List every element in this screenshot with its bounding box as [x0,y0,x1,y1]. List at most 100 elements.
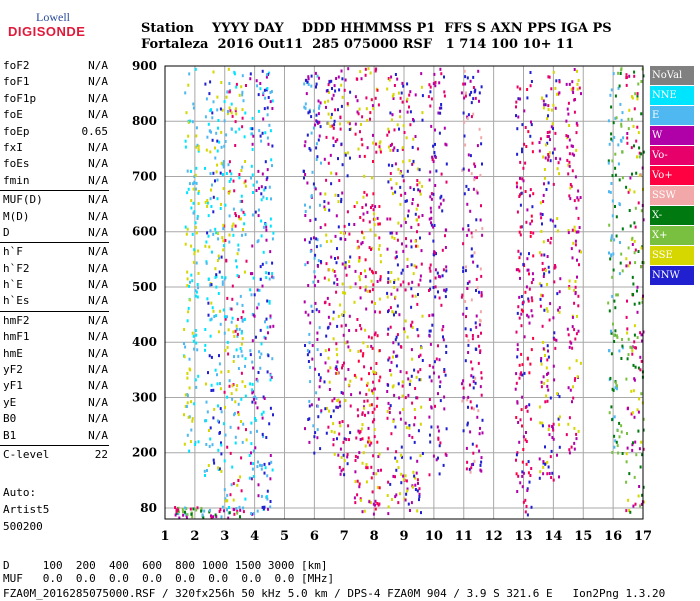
echo-point [607,119,610,123]
echo-point [324,407,327,411]
echo-point [259,134,262,138]
echo-point [365,466,368,470]
echo-point [440,303,443,307]
echo-point [611,139,614,143]
echo-point [541,268,544,272]
param-value: 0.65 [81,124,109,138]
echo-point [315,119,318,123]
echo-point [359,391,361,395]
echo-point [332,93,335,97]
param-label: fmin [3,173,30,187]
echo-point [417,370,420,374]
echo-point [379,260,382,264]
echo-point [620,124,623,128]
echo-point [633,415,636,419]
echo-point [304,238,306,242]
echo-point [359,272,362,275]
echo-point [257,214,260,218]
echo-point [348,232,351,236]
echo-point [215,231,218,235]
echo-point [259,328,262,332]
echo-point [435,252,437,256]
echo-point [547,153,550,156]
echo-point [518,316,521,320]
echo-point [368,246,371,250]
echo-point [568,279,571,283]
echo-point [375,150,378,154]
echo-point [444,234,446,238]
echo-point [328,302,331,306]
echo-point [387,145,390,149]
echo-point [434,155,437,159]
echo-point [225,172,228,175]
param-value: N/A [88,157,108,171]
echo-point [197,191,200,195]
echo-point [348,122,351,126]
echo-point [515,181,518,185]
echo-point [524,510,527,514]
divider [0,444,109,446]
echo-point [642,261,645,265]
legend-item-noval: NoVal [650,66,694,85]
echo-point [373,407,376,411]
echo-point [444,373,447,377]
echo-point [640,359,643,363]
echo-point [631,411,634,415]
echo-point [612,252,615,256]
echo-point [268,301,271,305]
echo-point [571,80,574,84]
echo-point [218,467,221,471]
echo-point [237,354,240,358]
echo-point [386,295,389,299]
echo-point [640,112,643,116]
echo-point [333,270,336,273]
echo-point [265,228,268,232]
echo-point [219,309,221,313]
echo-point [354,454,357,458]
echo-point [319,447,322,451]
echo-point [461,168,464,172]
echo-point [472,86,475,89]
echo-point [556,453,558,457]
echo-point [240,397,243,401]
echo-point [309,365,311,369]
echo-point [209,508,211,512]
echo-point [263,397,266,400]
echo-point [327,122,330,125]
echo-point [371,346,374,350]
echo-point [265,197,268,201]
echo-point [317,264,319,268]
echo-point [339,237,342,241]
echo-point [271,99,274,103]
echo-point [255,396,258,400]
echo-point [331,399,334,403]
echo-point [608,411,611,415]
echo-point [387,401,390,405]
echo-point [370,248,372,251]
echo-point [361,241,364,244]
echo-point [418,355,420,359]
echo-point [222,239,225,243]
echo-point [191,331,194,335]
echo-point [224,405,226,409]
echo-point [521,474,524,478]
param-label: foF1 [3,75,30,89]
echo-point [472,75,475,79]
echo-point [541,421,544,425]
echo-point [261,131,264,135]
echo-point [234,212,237,215]
echo-point [572,385,574,389]
echo-point [575,359,578,363]
echo-point [374,371,377,375]
echo-point [369,111,372,115]
echo-point [389,325,392,329]
echo-point [432,239,435,243]
echo-point [231,465,234,469]
echo-point [231,297,234,301]
echo-point [338,179,341,182]
echo-point [324,192,327,196]
echo-point [309,249,312,253]
echo-point [611,159,614,163]
echo-point [394,162,397,166]
echo-point [546,372,548,376]
